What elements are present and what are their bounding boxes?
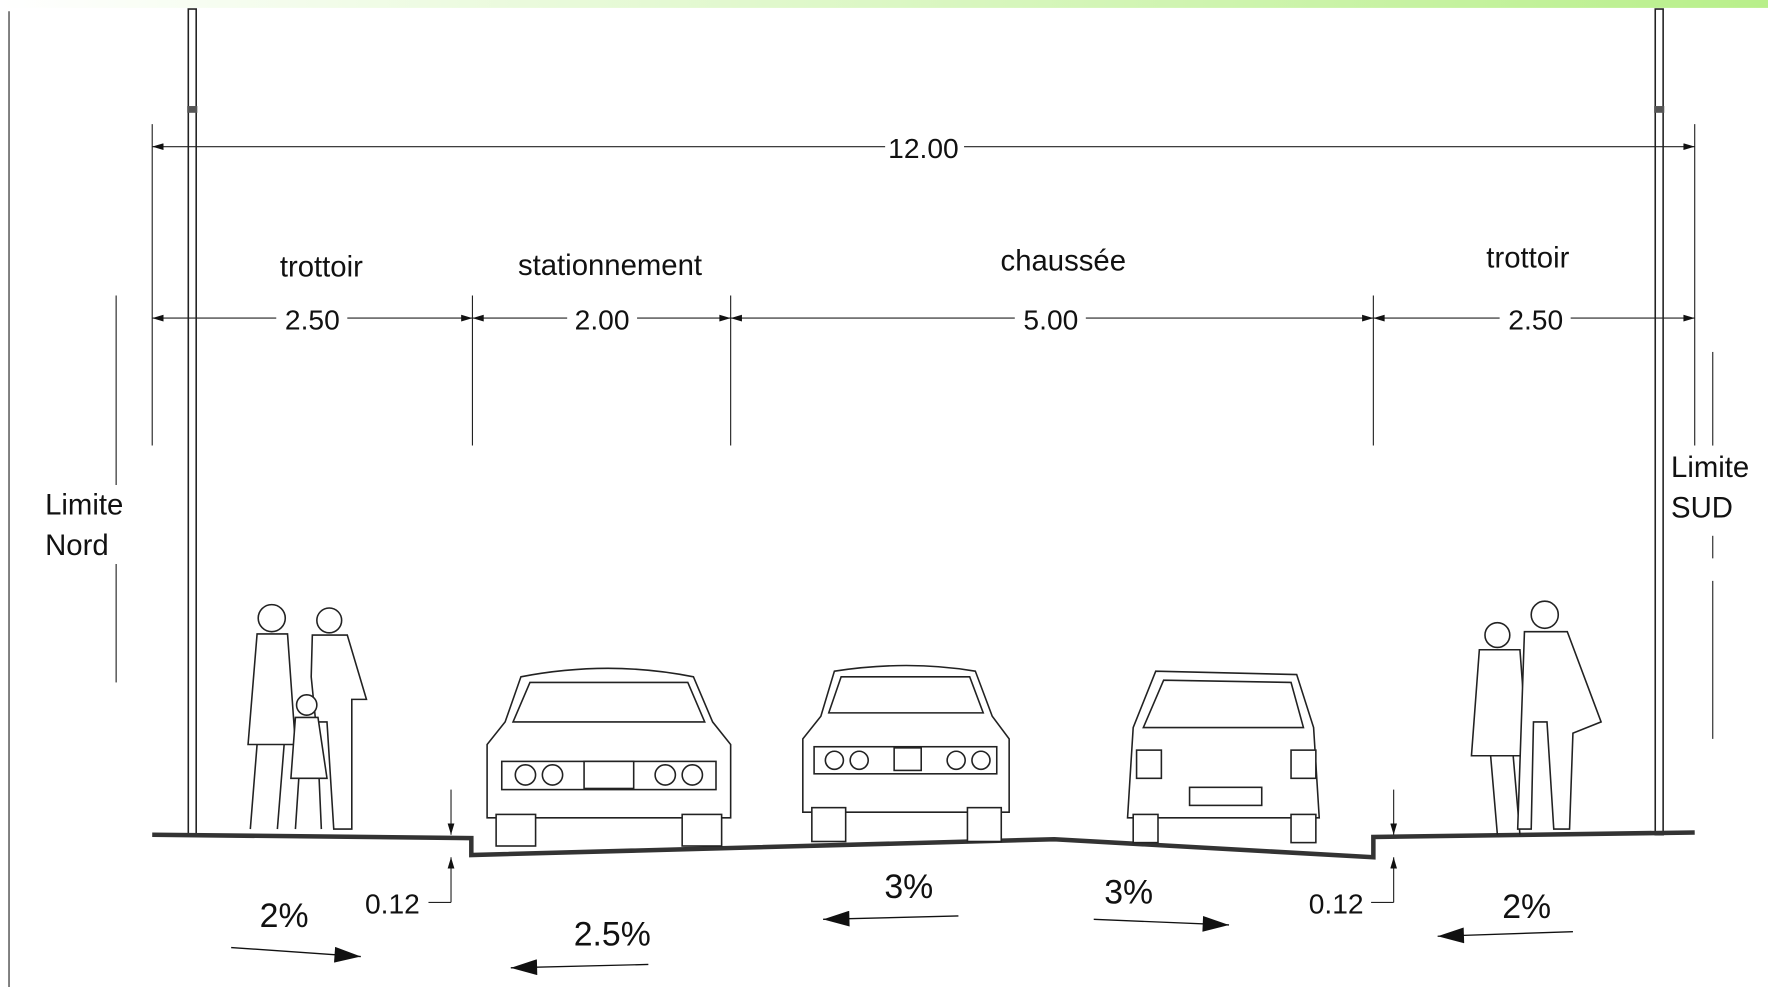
pedestrians-north — [247, 603, 368, 830]
car-front — [802, 664, 1010, 843]
car-rear — [1126, 670, 1321, 844]
top-band — [0, 0, 1768, 8]
limit-south: Limite — [1671, 451, 1749, 484]
segment-label: stationnement — [518, 249, 702, 282]
segment-width: 5.00 — [1023, 303, 1078, 335]
segment-label: trottoir — [280, 250, 363, 283]
limit-north: Limite — [45, 488, 123, 521]
slope-label: 3% — [1104, 874, 1153, 912]
segment-label: chaussée — [1001, 245, 1126, 278]
parked-car — [486, 667, 732, 847]
slope-label: 2.5% — [574, 915, 651, 953]
segment-width: 2.50 — [1508, 303, 1563, 335]
limit-lines — [115, 295, 1714, 739]
slope-label: 3% — [884, 868, 933, 906]
limit-south: SUD — [1671, 492, 1733, 525]
segment-label: trottoir — [1486, 241, 1569, 274]
curb-height: 0.12 — [1309, 888, 1364, 920]
dimension-lines — [151, 124, 1696, 446]
pedestrians-south — [1470, 600, 1603, 835]
curb-height: 0.12 — [365, 888, 420, 920]
slope-arrows — [231, 910, 1573, 976]
slope-label: 2% — [1502, 888, 1551, 926]
segment-width: 2.00 — [575, 303, 630, 335]
segment-width: 2.50 — [285, 303, 340, 335]
slope-label: 2% — [260, 897, 309, 935]
curb-dimensions — [428, 789, 1398, 903]
ground-profile — [152, 830, 1695, 860]
total-width: 12.00 — [888, 132, 959, 164]
limit-north: Nord — [45, 529, 109, 562]
